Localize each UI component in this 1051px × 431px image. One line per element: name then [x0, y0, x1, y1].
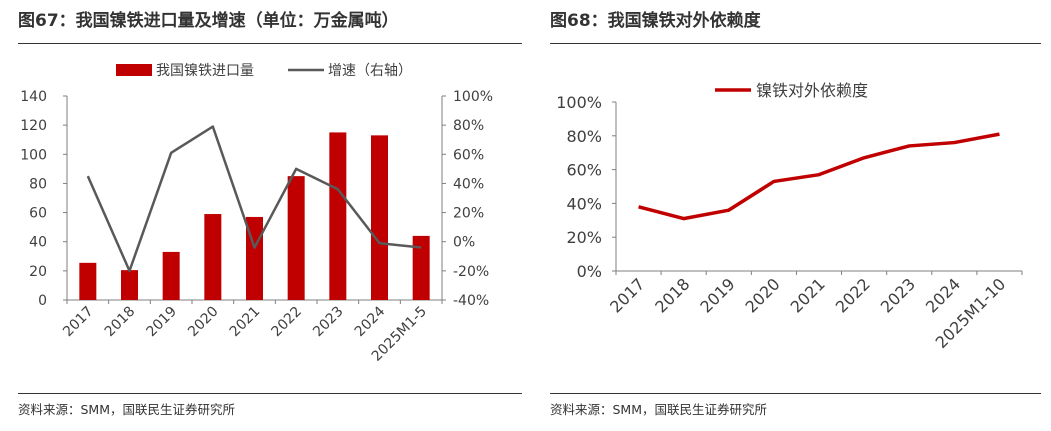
right-y-tick-label: 0% [453, 235, 475, 251]
left-y-tick-label: 80 [29, 176, 47, 192]
legend-line-label: 镍铁对外依赖度 [756, 81, 868, 100]
right-figure-panel: 图68：我国镍铁对外依赖度 0% 20% 40% 60% 80% 100% 2017 2018… [538, 0, 1051, 431]
x-category-label: 2024 [922, 274, 964, 316]
left-title-rule [18, 43, 522, 44]
x-category-label: 2023 [877, 274, 919, 316]
x-category-label: 2023 [310, 304, 347, 341]
right-source-rule [550, 393, 1041, 394]
left-source-rule [18, 393, 522, 394]
x-category-label: 2022 [832, 274, 874, 316]
right-y-tick-label: 60% [453, 147, 484, 163]
right-y-tick-label: 40% [453, 176, 484, 192]
left-figure-panel: 图67：我国镍铁进口量及增速（单位：万金属吨） 0 20 40 60 80 100 120 1… [0, 0, 522, 431]
right-source-note: 资料来源：SMM，国联民生证券研究所 [550, 402, 768, 417]
left-y-tick-label: 140 [20, 89, 47, 105]
left-y-tick-label: 40 [29, 235, 47, 251]
y-tick-label: 100% [556, 93, 602, 112]
right-y-tick-label: 80% [453, 118, 484, 134]
legend-bar-label: 我国镍铁进口量 [156, 63, 254, 79]
right-y-tick-label: -20% [453, 264, 489, 280]
x-category-label: 2018 [102, 304, 139, 341]
x-category-label: 2020 [185, 304, 222, 341]
left-y-tick-label: 60 [29, 206, 47, 222]
y-tick-label: 60% [566, 161, 602, 180]
y-tick-label: 40% [566, 194, 602, 213]
right-figure-title: 图68：我国镍铁对外依赖度 [550, 11, 761, 31]
y-tick-label: 80% [566, 127, 602, 146]
x-category-label: 2024 [352, 303, 389, 340]
left-y-tick-label: 0 [38, 293, 47, 309]
left-y-tick-label: 20 [29, 264, 47, 280]
y-tick-label: 20% [566, 228, 602, 247]
right-y-tick-label: 20% [453, 206, 484, 222]
x-category-label: 2018 [651, 274, 693, 316]
import-volume-bar [79, 262, 97, 300]
import-volume-bar [121, 270, 138, 300]
right-y-tick-label: 100% [453, 89, 493, 105]
legend-bar-swatch [116, 64, 152, 76]
left-source-note: 资料来源：SMM，国联民生证券研究所 [18, 402, 236, 417]
right-title-rule [550, 43, 1041, 44]
import-volume-bar [329, 132, 347, 300]
import-volume-bar [287, 176, 305, 300]
import-volume-bar [412, 235, 430, 300]
right-y-tick-label: -40% [453, 293, 489, 309]
x-category-label: 2021 [227, 304, 264, 341]
x-category-label: 2019 [143, 304, 180, 341]
left-y-tick-label: 120 [20, 118, 47, 134]
growth-rate-line [86, 125, 422, 273]
import-volume-bar [371, 135, 388, 300]
x-category-label: 2017 [60, 304, 97, 341]
y-tick-label: 0% [577, 262, 602, 281]
x-category-label: 2019 [696, 274, 738, 316]
left-figure-title: 图67：我国镍铁进口量及增速（单位：万金属吨） [18, 11, 399, 31]
x-category-label: 2021 [787, 274, 829, 316]
import-volume-bar [162, 251, 180, 300]
left-y-tick-label: 100 [20, 147, 47, 163]
import-volume-bar [204, 214, 222, 300]
x-category-label: 2020 [741, 274, 783, 316]
legend-line-label: 增速（右轴） [328, 63, 412, 79]
x-category-label: 2022 [268, 304, 305, 341]
dependency-rate-line [638, 132, 1000, 221]
right-chart: 0%20%40%60%80%100%2017 2018 2019 2020 2021 20… [556, 81, 1023, 352]
left-chart: 0 20 40 60 80 100 120 140 -40% -20% 0% 20% 40% 60% 80%… [20, 63, 493, 365]
x-category-label: 2017 [606, 274, 648, 316]
